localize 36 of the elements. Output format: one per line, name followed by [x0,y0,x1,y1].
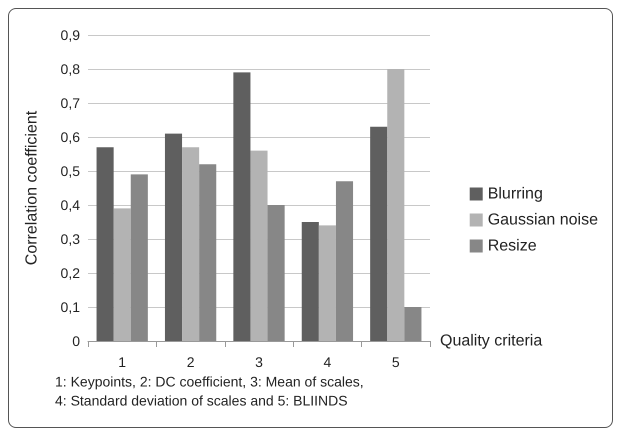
x-tick-label: 4 [324,354,332,370]
y-tick-label: 0,4 [60,197,80,213]
y-axis-title: Correlation coefficient [24,110,40,266]
text: 1: Keypoints, 2: DC coefficient, 3: Mean of scales, 4: Standard deviation of scales and 5: BLIINDS [55,374,364,408]
bar [114,208,131,341]
y-tick-label: 0 [72,333,80,349]
bar [387,69,404,341]
bar [250,150,268,341]
bar [268,205,285,341]
y-tick-label: 0,2 [60,265,80,281]
y-tick-label: 0,8 [60,61,80,77]
bar [336,181,354,341]
y-tick-label: 0,3 [60,231,80,247]
bar [404,307,422,341]
y-tick-label: 0,9 [60,27,80,43]
bar [96,147,114,341]
legend-label: Blurring [488,186,543,202]
bar [199,164,216,341]
x-axis-title: Quality criteria [440,332,542,350]
bar [318,225,336,341]
bar [130,174,148,341]
y-tick-label: 0,6 [60,129,80,145]
y-tick-label: 0,5 [60,163,80,179]
bar [164,134,182,341]
x-tick-label: 1 [118,354,126,370]
bar [302,222,319,341]
x-tick-label: 3 [255,354,264,370]
bar [233,72,250,341]
x-tick-label: 2 [186,354,195,370]
y-tick-label: 0,1 [60,299,80,315]
bar [370,126,388,341]
y-tick-label: 0,7 [60,95,80,111]
legend-label: Resize [488,238,537,254]
bar [182,147,200,341]
legend-label: Gaussian noise [488,212,598,228]
x-tick-label: 5 [392,354,400,370]
